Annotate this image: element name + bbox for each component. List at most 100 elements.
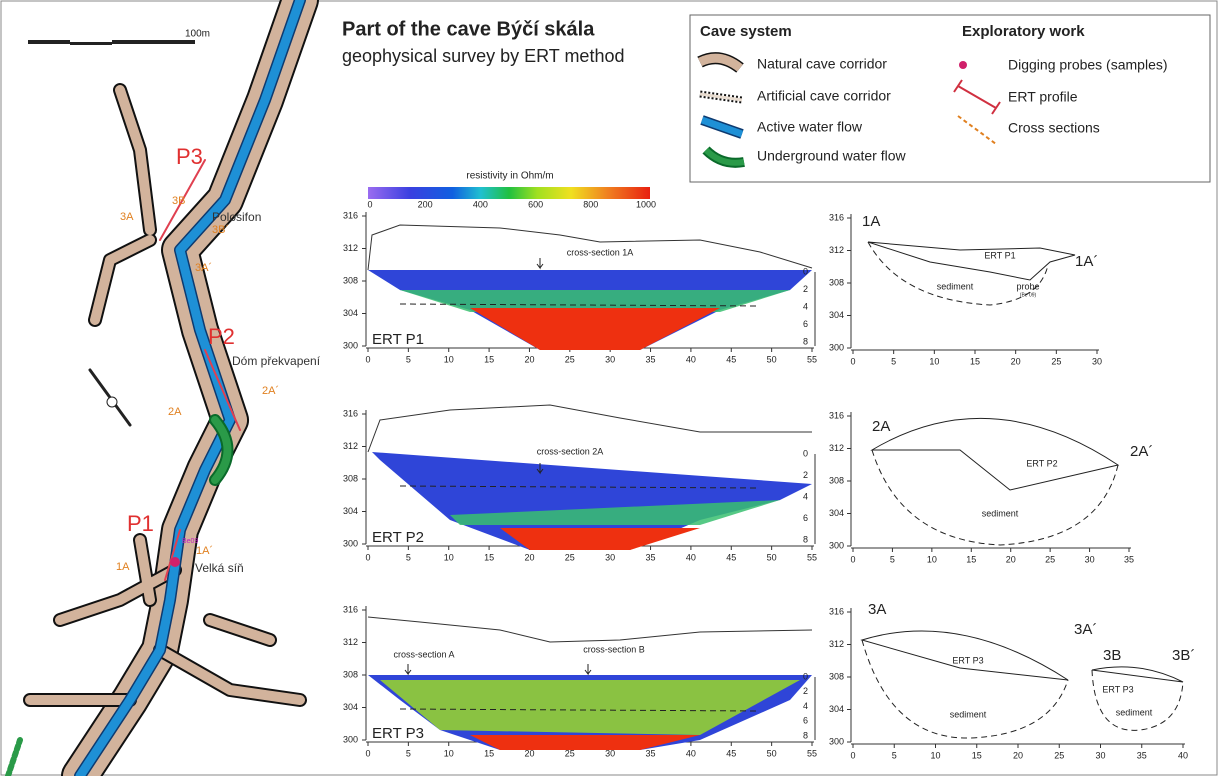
map-label: Dóm překvapení <box>232 354 321 368</box>
y-tick-label: 312 <box>829 245 844 255</box>
section-end-label: 3A <box>868 601 886 618</box>
profile-label: ERT P1 <box>372 331 424 348</box>
x-tick-label: 55 <box>807 354 817 364</box>
section-end-label: 1A´ <box>1075 253 1098 270</box>
x-tick-label: 25 <box>1045 554 1055 564</box>
profile-label: ERT P1 <box>984 250 1015 260</box>
map-label: Velká síň <box>195 561 244 575</box>
y-tick-label: 316 <box>829 410 844 420</box>
x-tick-label: 35 <box>646 748 656 758</box>
x-tick-label: 35 <box>646 354 656 364</box>
x-tick-label: 0 <box>850 554 855 564</box>
y-tick-label: 308 <box>343 275 358 285</box>
depth-tick-label: 8 <box>803 730 808 740</box>
x-tick-label: 10 <box>930 750 940 760</box>
sediment-label: sediment <box>937 281 974 291</box>
x-tick-label: 35 <box>1137 750 1147 760</box>
cross-section-label: cross-section 2A <box>537 446 604 456</box>
title: Part of the cave Býčí skála <box>342 18 595 40</box>
depth-tick-label: 6 <box>803 319 808 329</box>
x-tick-label: 35 <box>1124 554 1134 564</box>
y-tick-label: 300 <box>829 540 844 550</box>
map-label: 2A <box>168 406 182 418</box>
x-tick-label: 20 <box>1011 356 1021 366</box>
depth-tick-label: 4 <box>803 491 808 501</box>
y-tick-label: 312 <box>343 441 358 451</box>
depth-tick-label: 0 <box>803 448 808 458</box>
depth-tick-label: 6 <box>803 513 808 523</box>
legend: Cave system Exploratory work Natural cav… <box>690 15 1210 182</box>
section-end-label: 2A <box>872 418 890 435</box>
y-tick-label: 308 <box>829 475 844 485</box>
legend-item: ERT profile <box>1008 89 1078 105</box>
map-label: P2 <box>208 324 235 349</box>
y-tick-label: 300 <box>829 736 844 746</box>
depth-tick-label: 2 <box>803 686 808 696</box>
x-tick-label: 5 <box>406 748 411 758</box>
map-label: P1 <box>127 511 154 536</box>
y-tick-label: 308 <box>343 473 358 483</box>
depth-tick-label: 2 <box>803 284 808 294</box>
x-tick-label: 15 <box>966 554 976 564</box>
section-end-label: 3A´ <box>1074 621 1097 638</box>
cross-section-label: cross-section B <box>583 644 645 654</box>
sediment-label: sediment <box>1116 707 1153 717</box>
x-tick-label: 55 <box>807 552 817 562</box>
y-tick-label: 300 <box>343 340 358 350</box>
colorbar-tick: 1000 <box>636 199 656 209</box>
colorbar-tick: 800 <box>583 199 598 209</box>
x-tick-label: 30 <box>1095 750 1105 760</box>
x-tick-label: 5 <box>406 552 411 562</box>
x-tick-label: 0 <box>365 552 370 562</box>
x-tick-label: 30 <box>1092 356 1102 366</box>
map-label: 3B´ <box>212 224 229 236</box>
map-label: 1A <box>116 561 130 573</box>
y-tick-label: 304 <box>343 702 358 712</box>
x-tick-label: 40 <box>686 552 696 562</box>
depth-tick-label: 0 <box>803 671 808 681</box>
x-tick-label: 5 <box>891 356 896 366</box>
x-tick-label: 15 <box>970 356 980 366</box>
map-label: 2A´ <box>262 385 279 397</box>
section-end-label: 2A´ <box>1130 443 1153 460</box>
y-tick-label: 300 <box>829 342 844 352</box>
x-tick-label: 25 <box>1051 356 1061 366</box>
probe-label: probe <box>1016 281 1039 291</box>
y-tick-label: 304 <box>829 508 844 518</box>
page: 100m Part of the cave Býčí skála geophys… <box>0 0 1218 776</box>
legend-title: Cave system <box>700 23 792 40</box>
x-tick-label: 10 <box>929 356 939 366</box>
depth-tick-label: 4 <box>803 301 808 311</box>
map-label: P3 <box>176 144 203 169</box>
x-tick-label: 5 <box>892 750 897 760</box>
cross-section-label: cross-section A <box>393 649 454 659</box>
x-tick-label: 50 <box>767 552 777 562</box>
x-tick-label: 0 <box>850 750 855 760</box>
map-label: 3A´ <box>195 262 212 274</box>
depth-tick-label: 2 <box>803 470 808 480</box>
map-label: 1A´ <box>196 545 213 557</box>
x-tick-label: 20 <box>524 354 534 364</box>
probe-note: (Be 09) <box>1020 292 1037 298</box>
x-tick-label: 5 <box>406 354 411 364</box>
depth-tick-label: 8 <box>803 336 808 346</box>
profile-label: ERT P3 <box>952 655 983 665</box>
depth-tick-label: 4 <box>803 701 808 711</box>
sediment-label: sediment <box>950 709 987 719</box>
profile-label: ERT P3 <box>372 725 424 742</box>
x-tick-label: 55 <box>807 748 817 758</box>
y-tick-label: 300 <box>343 538 358 548</box>
colorbar-tick: 0 <box>367 199 372 209</box>
x-tick-label: 30 <box>605 354 615 364</box>
x-tick-label: 10 <box>444 552 454 562</box>
x-tick-label: 10 <box>444 354 454 364</box>
x-tick-label: 45 <box>726 748 736 758</box>
y-tick-label: 304 <box>343 308 358 318</box>
x-tick-label: 0 <box>365 354 370 364</box>
y-tick-label: 316 <box>829 606 844 616</box>
y-tick-label: 316 <box>343 210 358 220</box>
x-tick-label: 40 <box>686 354 696 364</box>
x-tick-label: 45 <box>726 552 736 562</box>
x-tick-label: 15 <box>972 750 982 760</box>
x-tick-label: 5 <box>890 554 895 564</box>
